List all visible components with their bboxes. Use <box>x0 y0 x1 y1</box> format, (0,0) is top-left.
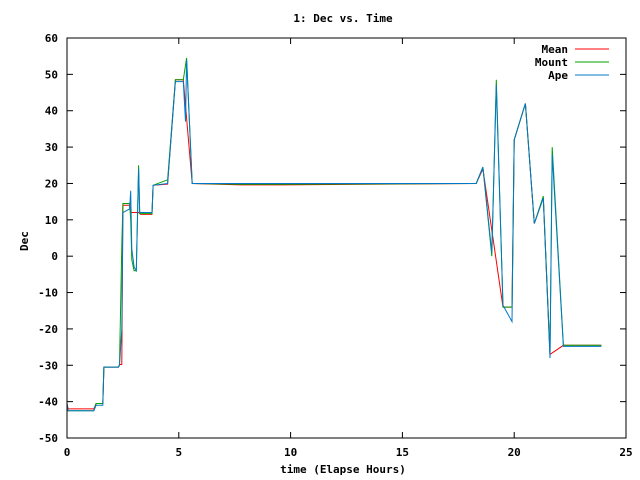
y-tick-label: 50 <box>45 68 58 81</box>
legend-label-mean: Mean <box>542 43 569 56</box>
legend-label-mount: Mount <box>535 56 568 69</box>
series-layer <box>66 57 602 412</box>
x-tick-label: 25 <box>619 446 632 459</box>
plot-background <box>67 38 626 438</box>
y-tick-label: -40 <box>38 396 58 409</box>
x-tick-label: 10 <box>284 446 297 459</box>
plot-area <box>67 38 626 438</box>
y-tick-label: 0 <box>51 250 58 263</box>
y-tick-label: -20 <box>38 323 58 336</box>
y-tick-label: -50 <box>38 432 58 445</box>
plot-frame <box>66 37 627 439</box>
x-tick-label: 0 <box>64 446 71 459</box>
legend-label-ape: Ape <box>548 69 568 82</box>
x-tick-label: 20 <box>508 446 521 459</box>
y-tick-label: 30 <box>45 141 58 154</box>
axes-layer: 0 5 10 15 20 25 -50 -40 -30 -20 -10 0 10 20 30 40 50 60 <box>38 32 633 459</box>
x-axis-label: time (Elapse Hours) <box>280 463 406 476</box>
y-tick-label: 40 <box>45 105 58 118</box>
y-tick-label: -10 <box>38 287 58 300</box>
chart-title: 1: Dec vs. Time <box>293 12 393 25</box>
y-tick-label: 60 <box>45 32 58 45</box>
y-tick-label: 20 <box>45 177 58 190</box>
x-tick-label: 15 <box>396 446 409 459</box>
y-tick-label: -30 <box>38 359 58 372</box>
x-tick-label: 5 <box>175 446 182 459</box>
series-line-ape <box>66 59 602 412</box>
y-tick-label: 10 <box>45 214 58 227</box>
y-axis-label: Dec <box>18 231 31 251</box>
